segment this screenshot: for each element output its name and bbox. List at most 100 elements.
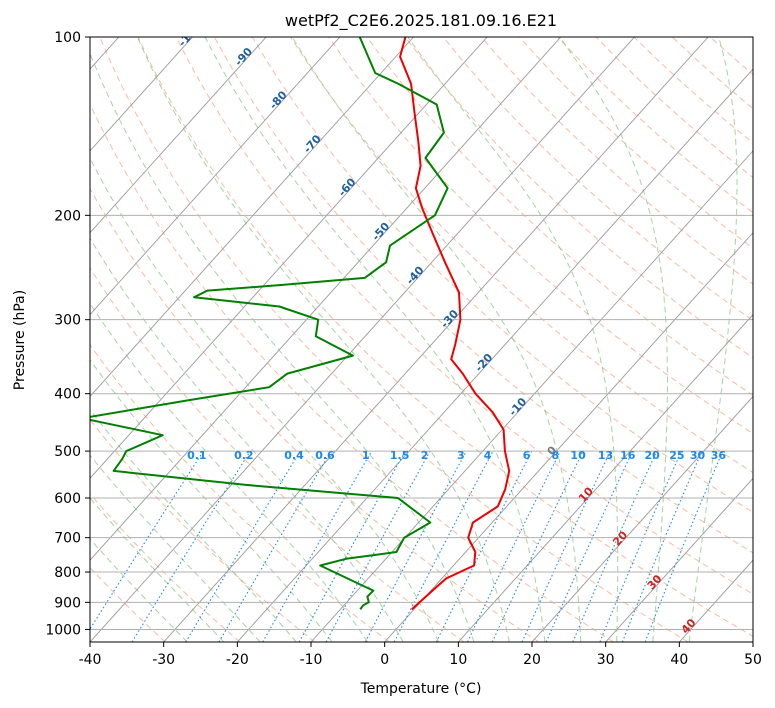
mixing-ratio-label: 3 — [457, 449, 465, 462]
mixing-ratio-line — [298, 450, 406, 642]
dry-adiabat — [90, 418, 316, 642]
mixing-ratio-label: 0.1 — [187, 449, 207, 462]
moist-adiabat — [291, 37, 582, 642]
x-tick-label: -10 — [300, 652, 323, 668]
dry-adiabat — [213, 37, 753, 554]
y-axis: 100 200 300 400 500 600 700 800 900 1000 — [45, 30, 90, 638]
plot-frame — [89, 36, 754, 643]
isotherm-line — [531, 395, 753, 642]
pressure-grid — [90, 37, 753, 630]
y-tick-label: 200 — [54, 208, 81, 224]
dry-adiabat — [90, 267, 465, 642]
x-tick-label: -20 — [226, 652, 249, 668]
dry-adiabat — [90, 103, 614, 642]
isotherm-line — [90, 37, 267, 234]
y-tick-label: 400 — [54, 387, 81, 403]
mixing-ratio-label: 13 — [598, 449, 613, 462]
mixing-ratio-line — [621, 450, 703, 642]
dry-adiabat — [90, 493, 241, 642]
mixing-ratio-label: 1 — [362, 449, 370, 462]
isotherm-line — [457, 313, 753, 642]
plot-area — [90, 37, 753, 642]
mixing-ratio-label: 6 — [523, 449, 531, 462]
mixing-ratio-line — [90, 450, 204, 630]
mixing-ratio-label: 10 — [570, 449, 586, 462]
moist-adiabat — [559, 37, 668, 642]
mixing-ratio-label: 1.5 — [390, 449, 410, 462]
x-tick-label: -40 — [79, 652, 102, 668]
y-tick-label: 700 — [54, 531, 81, 547]
x-tick-label: 0 — [380, 652, 389, 668]
moist-adiabat — [90, 358, 333, 642]
isotherm-line — [90, 37, 562, 561]
dry-adiabat — [90, 187, 540, 642]
moist-adiabat — [90, 454, 261, 642]
x-tick-label: -30 — [152, 652, 175, 668]
x-tick-label: 20 — [523, 652, 541, 668]
dry-adiabat — [366, 37, 753, 396]
x-tick-label: 30 — [597, 652, 615, 668]
isotherm-line — [90, 37, 341, 316]
isotherm-line — [90, 37, 193, 152]
moist-adiabat — [688, 37, 738, 642]
dry-adiabat — [175, 37, 753, 595]
moist-adiabat — [90, 408, 297, 642]
mixing-ratio-labels: 0.1 0.2 0.4 0.6 1 1.5 2 3 4 6 8 10 13 16 20 25 30 36 — [187, 449, 726, 462]
mixing-ratio-line — [545, 450, 633, 642]
mixing-ratio-label: 0.6 — [315, 449, 335, 462]
background-lines — [90, 37, 753, 642]
dry-adiabat — [328, 37, 753, 435]
mixing-ratio-label: 4 — [484, 449, 492, 462]
y-tick-label: 800 — [54, 565, 81, 581]
dry-adiabat — [90, 566, 166, 642]
isotherm-line — [236, 68, 753, 642]
mixing-ratio-label: 30 — [690, 449, 706, 462]
mixing-ratio-line — [435, 450, 533, 642]
mixing-ratio-line — [572, 450, 658, 642]
dewpoint-profile — [90, 37, 449, 610]
dry-adiabat — [99, 37, 689, 642]
isotherm-line — [163, 37, 709, 642]
y-tick-label: 1000 — [45, 622, 81, 638]
moist-adiabat — [204, 37, 546, 642]
mixing-ratio-line — [364, 450, 467, 642]
chart-title: wetPf2_C2E6.2025.181.09.16.E21 — [285, 11, 557, 31]
y-axis-title: Pressure (hPa) — [12, 290, 28, 390]
y-tick-label: 600 — [54, 491, 81, 507]
isotherm-line — [384, 232, 753, 642]
y-tick-label: 300 — [54, 313, 81, 329]
isotherm-line — [90, 37, 414, 398]
dry-adiabat — [442, 37, 753, 322]
x-axis-title: Temperature (°C) — [360, 681, 482, 697]
mixing-ratio-label: 0.4 — [284, 449, 304, 462]
mixing-ratio-label: 8 — [551, 449, 559, 462]
mixing-ratio-label: 0.2 — [234, 449, 254, 462]
dry-adiabat — [404, 37, 753, 359]
mixing-ratio-label: 25 — [669, 449, 684, 462]
moist-adiabat — [136, 37, 510, 642]
temperature-profile — [399, 37, 511, 611]
x-tick-label: 50 — [744, 652, 762, 668]
mixing-ratio-line — [131, 450, 251, 642]
isotherm-line — [90, 37, 488, 479]
x-axis: -40 -30 -20 -10 0 10 20 30 40 50 — [79, 642, 762, 668]
mixing-ratio-label: 2 — [421, 449, 429, 462]
moist-adiabat — [90, 157, 439, 642]
mixing-ratio-label: 16 — [620, 449, 636, 462]
x-tick-label: 10 — [449, 652, 467, 668]
mixing-ratio-line — [599, 450, 682, 642]
moist-adiabat — [90, 237, 404, 642]
mixing-ratio-label: 36 — [711, 449, 727, 462]
x-tick-label: 40 — [670, 652, 688, 668]
sounding-profiles — [90, 37, 511, 611]
y-tick-label: 500 — [54, 444, 81, 460]
y-tick-label: 100 — [54, 30, 81, 46]
mixing-ratio-line — [325, 450, 431, 642]
y-tick-label: 900 — [54, 595, 81, 611]
mixing-ratio-label: 20 — [644, 449, 660, 462]
isotherm-line — [90, 37, 635, 642]
isotherm-line — [605, 477, 753, 642]
dry-adiabat — [290, 37, 753, 474]
dry-adiabat — [251, 37, 753, 513]
